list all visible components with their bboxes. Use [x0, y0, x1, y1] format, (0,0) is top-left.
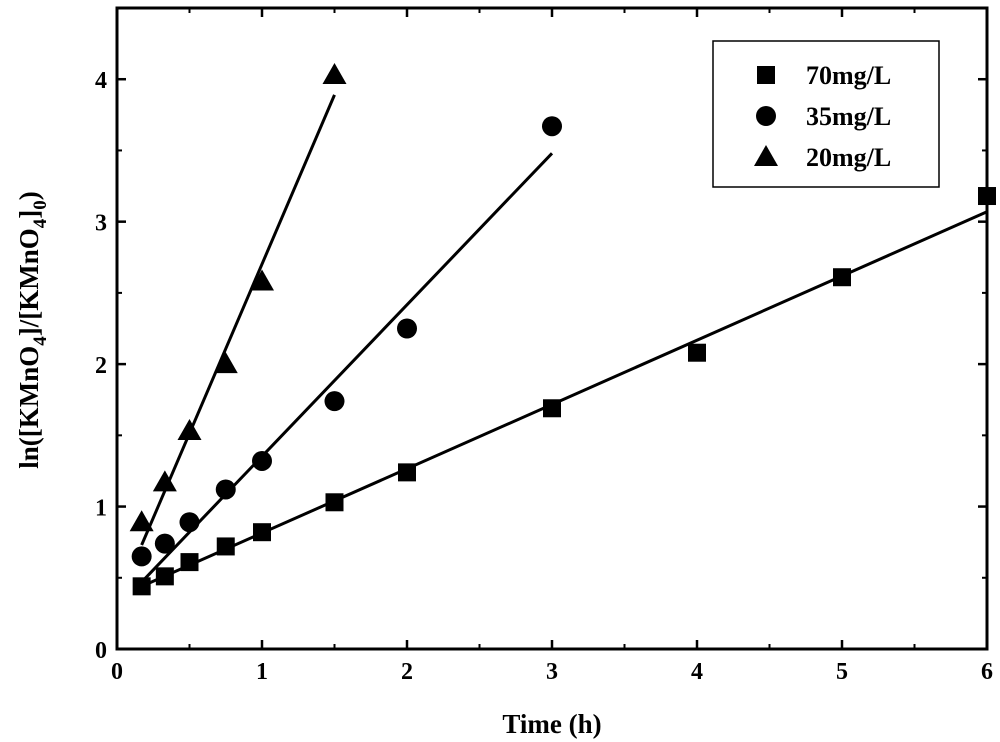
- point-70mg-l: [253, 523, 271, 542]
- y-tick-label: 1: [95, 496, 107, 522]
- point-35mg-l: [215, 479, 236, 500]
- x-tick-label: 6: [981, 659, 993, 685]
- x-tick-label: 0: [111, 659, 123, 685]
- x-tick-label: 5: [836, 659, 848, 685]
- data-points: [129, 62, 996, 596]
- x-axis-title: Time (h): [502, 709, 601, 739]
- point-35mg-l: [397, 318, 417, 339]
- y-axis-title: ln([KMnO4]/[KMnO4]0): [14, 191, 51, 469]
- point-70mg-l: [155, 567, 174, 586]
- legend-label-70mg-l: 70mg/L: [806, 61, 891, 90]
- legend-marker-20mg-l: [754, 145, 778, 166]
- point-70mg-l: [833, 268, 851, 287]
- point-70mg-l: [325, 493, 344, 512]
- legend-marker-70mg-l: [757, 66, 775, 84]
- y-tick-label: 0: [95, 638, 107, 664]
- legend-label-35mg-l: 35mg/L: [806, 102, 891, 131]
- point-35mg-l: [542, 116, 562, 137]
- x-tick-label: 4: [691, 659, 703, 685]
- y-tick-label: 4: [95, 68, 107, 94]
- point-70mg-l: [688, 343, 706, 362]
- point-35mg-l: [324, 391, 345, 412]
- point-70mg-l: [180, 553, 199, 572]
- point-35mg-l: [252, 450, 272, 471]
- point-70mg-l: [543, 399, 561, 418]
- point-70mg-l: [132, 577, 151, 596]
- point-20mg-l: [177, 419, 202, 441]
- fit-line-20mg-l: [140, 94, 336, 546]
- legend-box: [712, 40, 940, 188]
- point-70mg-l: [978, 187, 996, 206]
- point-35mg-l: [131, 546, 152, 567]
- legend: 70mg/L 35mg/L 20mg/L: [712, 40, 940, 188]
- fit-line-35mg-l: [140, 152, 554, 584]
- legend-label-20mg-l: 20mg/L: [806, 143, 891, 172]
- point-20mg-l: [322, 62, 347, 84]
- point-35mg-l: [154, 533, 175, 554]
- point-20mg-l: [213, 352, 238, 374]
- x-tick-label: 3: [546, 659, 558, 685]
- point-20mg-l: [250, 269, 274, 291]
- point-20mg-l: [129, 510, 154, 532]
- y-tick-label: 3: [95, 211, 107, 237]
- x-tick-label: 1: [256, 659, 268, 685]
- legend-marker-35mg-l: [756, 106, 776, 126]
- point-70mg-l: [398, 463, 416, 482]
- y-tick-label: 2: [95, 353, 107, 379]
- axis-ticks: 0 1 2 3 4 5 6 0 1 2 3 4: [95, 8, 993, 685]
- point-20mg-l: [152, 470, 177, 492]
- x-tick-label: 2: [401, 659, 413, 685]
- point-70mg-l: [216, 537, 235, 556]
- point-35mg-l: [179, 512, 200, 533]
